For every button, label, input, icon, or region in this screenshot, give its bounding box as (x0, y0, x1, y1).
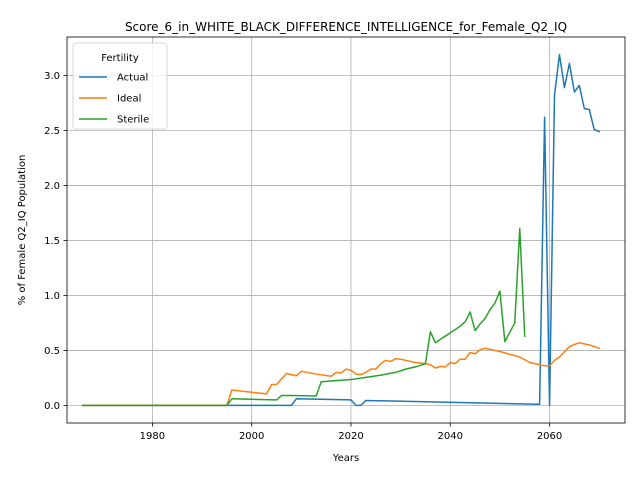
y-tick-label: 0.5 (44, 346, 60, 357)
y-tick-label: 1.5 (44, 236, 60, 247)
legend-label-ideal: Ideal (117, 94, 141, 105)
y-tick-label: 1.0 (44, 291, 60, 302)
x-tick-label: 2000 (239, 431, 264, 442)
y-axis-label: % of Female Q2_IQ Population (17, 155, 28, 306)
y-tick-label: 3.0 (44, 71, 60, 82)
x-axis-label: Years (332, 453, 359, 464)
y-tick-label: 2.0 (44, 181, 60, 192)
y-tick-label: 2.5 (44, 126, 60, 137)
x-tick-label: 2060 (537, 431, 562, 442)
legend-title: Fertility (101, 53, 139, 64)
y-tick-label: 0.0 (44, 401, 60, 412)
legend: Fertility Actual Ideal Sterile (73, 43, 167, 129)
legend-label-actual: Actual (117, 73, 148, 84)
x-tick-label: 1980 (140, 431, 165, 442)
legend-label-sterile: Sterile (117, 115, 149, 126)
x-tick-label: 2040 (438, 431, 463, 442)
x-tick-label: 2020 (338, 431, 363, 442)
chart-title: Score_6_in_WHITE_BLACK_DIFFERENCE_INTELL… (125, 20, 567, 34)
